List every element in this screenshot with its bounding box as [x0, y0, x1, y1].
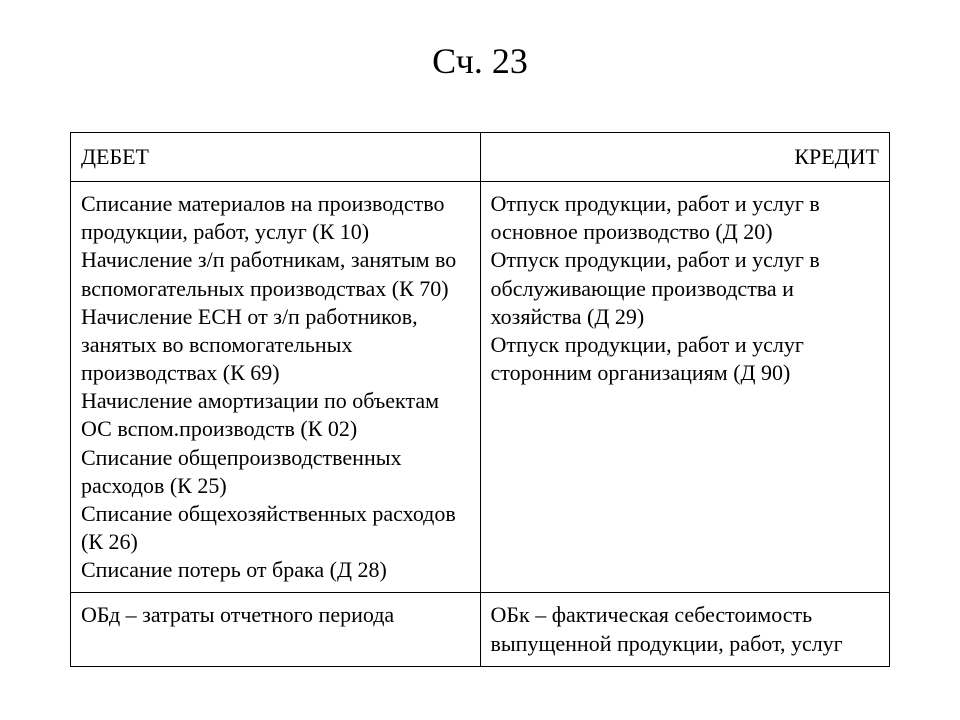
table-summary-row: ОБд – затраты отчетного периода ОБк – фа… [71, 593, 890, 666]
debit-cell: Списание материалов на производство прод… [71, 182, 481, 593]
page-title: Сч. 23 [70, 40, 890, 82]
account-table: ДЕБЕТ КРЕДИТ Списание материалов на прои… [70, 132, 890, 667]
credit-item: Отпуск продукции, работ и услуг в основн… [491, 190, 880, 246]
summary-credit: ОБк – фактическая себестоимость выпущенн… [480, 593, 890, 666]
summary-debit: ОБд – затраты отчетного периода [71, 593, 481, 666]
debit-item: Начисление амортизации по объектам ОС вс… [81, 387, 470, 443]
credit-item: Отпуск продукции, работ и услуг сторонни… [491, 331, 880, 387]
debit-item: Списание потерь от брака (Д 28) [81, 556, 470, 584]
debit-item: Списание материалов на производство прод… [81, 190, 470, 246]
col-header-credit: КРЕДИТ [480, 133, 890, 182]
col-header-debit: ДЕБЕТ [71, 133, 481, 182]
debit-item: Списание общехозяйственных расходов (К 2… [81, 500, 470, 556]
credit-cell: Отпуск продукции, работ и услуг в основн… [480, 182, 890, 593]
table-header-row: ДЕБЕТ КРЕДИТ [71, 133, 890, 182]
slide-container: Сч. 23 ДЕБЕТ КРЕДИТ Списание материалов … [0, 0, 960, 697]
credit-item: Отпуск продукции, работ и услуг в обслуж… [491, 246, 880, 330]
table-body-row: Списание материалов на производство прод… [71, 182, 890, 593]
debit-item: Начисление ЕСН от з/п работников, заняты… [81, 303, 470, 387]
debit-item: Начисление з/п работникам, занятым во вс… [81, 246, 470, 302]
debit-item: Списание общепроизводственных расходов (… [81, 444, 470, 500]
